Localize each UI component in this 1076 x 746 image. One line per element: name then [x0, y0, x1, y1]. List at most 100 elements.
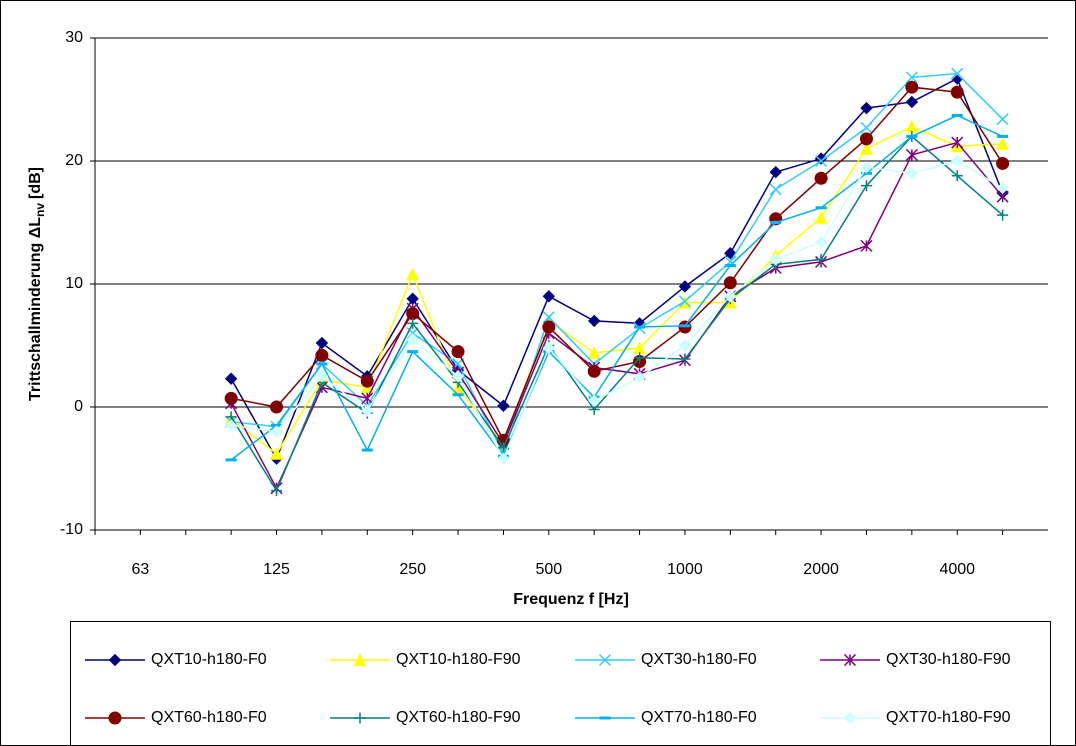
y-tick-label: 0 [74, 398, 83, 415]
marker [678, 280, 692, 293]
marker [951, 170, 963, 182]
legend-label: QXT60-h180-F0 [151, 709, 267, 726]
marker [860, 121, 873, 134]
marker [108, 711, 122, 725]
marker [587, 314, 601, 328]
marker [859, 132, 873, 146]
marker [951, 67, 964, 80]
marker [860, 239, 873, 252]
marker [815, 253, 827, 265]
x-tick-label: 125 [263, 561, 290, 578]
marker [996, 181, 1009, 195]
marker [724, 290, 737, 303]
marker [542, 320, 556, 334]
marker [679, 353, 691, 365]
legend-label: QXT70-h180-F90 [886, 709, 1011, 726]
marker [996, 156, 1010, 170]
y-tick-label: 20 [65, 152, 83, 169]
marker [843, 653, 857, 667]
marker [542, 341, 556, 355]
legend-box [70, 621, 1051, 746]
x-tick-label: 63 [131, 561, 149, 578]
marker [407, 317, 419, 329]
series-line [230, 77, 1004, 461]
legend-label: QXT60-h180-F90 [396, 709, 521, 726]
marker [451, 370, 465, 383]
marker [224, 372, 238, 385]
marker [315, 336, 329, 350]
marker [905, 148, 918, 161]
x-tick-label: 4000 [939, 561, 975, 578]
series-line [230, 114, 1003, 461]
marker [587, 364, 601, 378]
series-line [231, 160, 1004, 461]
legend-label: QXT30-h180-F0 [641, 651, 757, 668]
marker [633, 371, 646, 384]
marker [108, 653, 122, 667]
marker [996, 113, 1009, 126]
marker [361, 404, 374, 417]
marker [224, 391, 238, 405]
y-tick-label: -10 [60, 521, 83, 538]
y-axis-label: Trittschallminderung ΔLnv [dB] [27, 167, 47, 401]
marker [587, 346, 601, 359]
y-tick-label: 10 [65, 275, 83, 292]
marker [843, 711, 857, 725]
y-label-unit: [dB] [27, 167, 44, 199]
marker [497, 399, 510, 412]
series-line [230, 125, 1003, 455]
marker [271, 485, 283, 497]
marker [814, 210, 828, 224]
marker [860, 160, 873, 174]
marker [814, 235, 828, 249]
marker [815, 154, 828, 168]
series-line [231, 86, 1004, 443]
marker [353, 653, 367, 666]
legend-label: QXT10-h180-F0 [151, 651, 267, 668]
marker [542, 311, 555, 324]
marker [860, 101, 873, 115]
x-tick-label: 500 [535, 561, 562, 578]
marker [997, 209, 1009, 221]
marker [360, 374, 374, 388]
marker [814, 171, 828, 185]
marker [905, 80, 919, 94]
legend-label: QXT30-h180-F90 [886, 651, 1011, 668]
marker [951, 154, 964, 168]
marker [769, 183, 782, 196]
marker [354, 712, 366, 724]
marker [270, 425, 283, 438]
marker [724, 247, 737, 260]
marker [406, 333, 419, 346]
series-line [230, 135, 1004, 493]
marker [860, 142, 873, 155]
marker [315, 370, 329, 383]
marker [723, 276, 737, 290]
y-tick-label: 30 [65, 29, 83, 46]
marker [361, 392, 374, 405]
marker [860, 180, 872, 192]
legend-label: QXT70-h180-F0 [641, 709, 757, 726]
x-axis-label: Frequenz f [Hz] [513, 591, 629, 608]
marker [996, 137, 1009, 150]
marker [950, 85, 964, 99]
series-line [231, 72, 1004, 456]
marker [678, 339, 692, 352]
marker [406, 307, 420, 321]
marker [224, 419, 238, 432]
marker [905, 95, 919, 109]
marker [270, 447, 283, 460]
marker [406, 267, 419, 281]
marker [951, 136, 964, 149]
marker [678, 295, 691, 308]
x-tick-label: 2000 [803, 561, 839, 578]
marker [905, 71, 918, 84]
marker [497, 452, 510, 465]
marker [451, 345, 465, 359]
series-line [230, 141, 1004, 490]
marker [598, 653, 612, 667]
y-label-main: Trittschallminderung ΔL [27, 217, 44, 401]
marker [542, 290, 556, 303]
marker [634, 352, 646, 364]
